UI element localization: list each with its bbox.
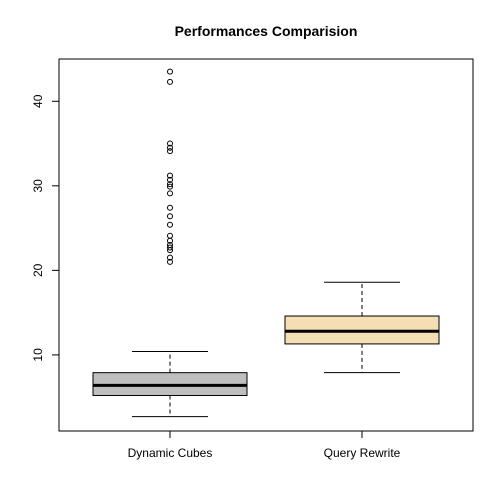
y-tick-label-40: 40 — [31, 94, 45, 108]
box-0-outlier-19 — [167, 68, 173, 75]
box-0-outlier-4 — [167, 242, 173, 248]
box-0-outlier-16 — [167, 144, 173, 151]
y-tick-label-10: 10 — [31, 348, 45, 362]
box-0-outlier-3 — [167, 244, 173, 251]
box-0-outlier-17 — [167, 140, 173, 147]
box-0-outlier-12 — [167, 181, 173, 188]
x-tick-label-1: Query Rewrite — [324, 446, 401, 460]
box-0-outlier-9 — [167, 204, 173, 211]
box-0-outlier-18 — [167, 78, 173, 85]
box-0-outlier-0 — [167, 258, 173, 265]
box-0-outlier-13 — [167, 176, 173, 183]
plot-frame — [58, 58, 474, 432]
box-0-outlier-8 — [167, 213, 173, 220]
chart-marks: 10 20 30 40 Dynamic Cubes Query Rewrite — [31, 68, 440, 460]
box-0-outlier-14 — [167, 172, 173, 179]
box-0-outlier-6 — [167, 232, 173, 239]
box-0-outlier-7 — [167, 221, 173, 228]
y-tick-label-30: 30 — [31, 179, 45, 193]
y-tick-label-20: 20 — [31, 263, 45, 277]
box-0-outlier-15 — [167, 148, 173, 155]
box-0-outlier-10 — [167, 190, 173, 197]
box-0-outlier-11 — [167, 183, 173, 190]
x-tick-label-0: Dynamic Cubes — [128, 446, 213, 460]
chart-title: Performances Comparision — [175, 23, 358, 39]
box-0-outlier-1 — [167, 254, 173, 261]
